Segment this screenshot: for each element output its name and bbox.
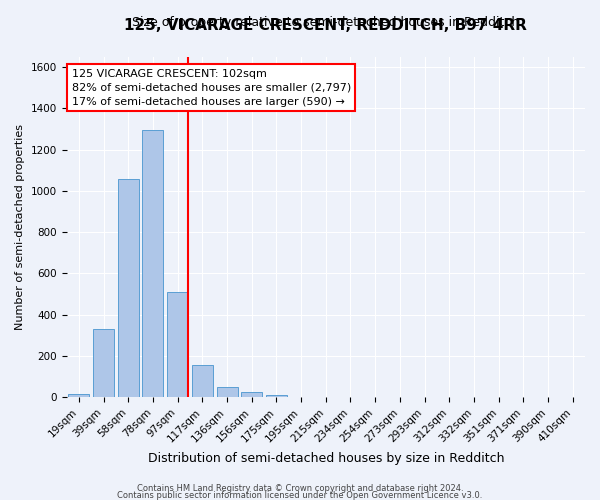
X-axis label: Distribution of semi-detached houses by size in Redditch: Distribution of semi-detached houses by … (148, 452, 504, 465)
Title: Size of property relative to semi-detached houses in Redditch: Size of property relative to semi-detach… (132, 16, 520, 30)
Bar (93, 329, 114, 397)
Bar (217, 387, 238, 397)
Bar (192, 365, 213, 397)
Bar (167, 292, 188, 397)
Bar (142, 130, 163, 397)
Y-axis label: Number of semi-detached properties: Number of semi-detached properties (15, 124, 25, 330)
Bar (68, 394, 89, 397)
Bar (241, 392, 262, 397)
Text: 125, VICARAGE CRESCENT, REDDITCH, B97 4RR: 125, VICARAGE CRESCENT, REDDITCH, B97 4R… (124, 18, 527, 33)
Bar (266, 395, 287, 397)
Bar (118, 178, 139, 397)
Text: Contains public sector information licensed under the Open Government Licence v3: Contains public sector information licen… (118, 492, 482, 500)
Text: Contains HM Land Registry data © Crown copyright and database right 2024.: Contains HM Land Registry data © Crown c… (137, 484, 463, 493)
Text: 125 VICARAGE CRESCENT: 102sqm
82% of semi-detached houses are smaller (2,797)
17: 125 VICARAGE CRESCENT: 102sqm 82% of sem… (72, 69, 351, 107)
